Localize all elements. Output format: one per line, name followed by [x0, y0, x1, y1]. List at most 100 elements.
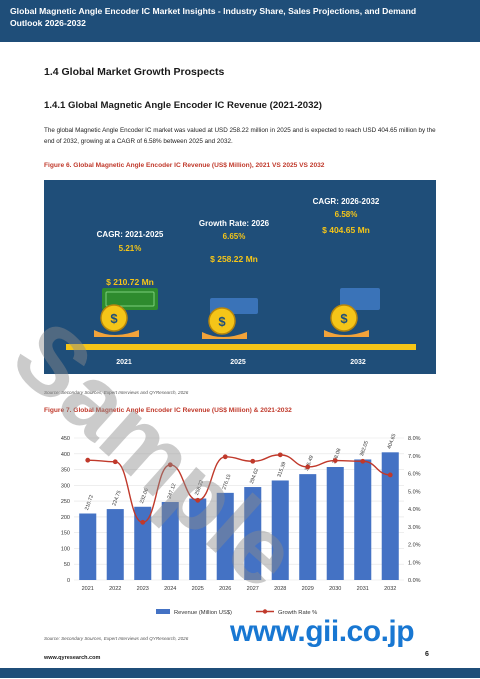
y2-tick-label: 7.0% [408, 454, 421, 460]
x-tick-label: 2028 [274, 586, 286, 592]
y-tick-label: 150 [61, 531, 70, 537]
y-tick-label: 50 [64, 562, 70, 568]
revenue-bar [79, 513, 97, 580]
figure6-source: Source: Secondary Sources, Expert Interv… [44, 390, 189, 395]
legend-revenue-label: Revenue (Million US$) [174, 610, 232, 616]
figure7-source: Source: Secondary Sources, Expert Interv… [44, 636, 189, 641]
bar-data-label: 258.22 [194, 479, 205, 496]
bar-data-label: 335.49 [304, 455, 315, 472]
y-tick-label: 300 [61, 483, 70, 489]
growth-value: 6.65% [223, 232, 246, 241]
value-2025: $ 258.22 Mn [210, 254, 258, 264]
x-tick-label: 2031 [357, 586, 369, 592]
bar-data-label: 210.72 [84, 494, 95, 511]
bar-data-label: 404.65 [386, 433, 397, 450]
y2-tick-label: 0.0% [408, 578, 421, 584]
cagr1-value: 5.21% [119, 244, 142, 253]
page-number: 6 [425, 651, 429, 658]
legend-revenue-swatch [156, 609, 170, 614]
revenue-bar [189, 498, 207, 580]
dollar-2021-icon: $ [110, 311, 118, 326]
cagr2-label: CAGR: 2026-2032 [313, 197, 380, 206]
report-header: Global Magnetic Angle Encoder IC Market … [0, 0, 480, 42]
revenue-bar [134, 506, 152, 580]
bar-data-label: 224.75 [111, 490, 122, 507]
section-heading: 1.4 Global Market Growth Prospects [44, 66, 225, 78]
x-tick-label: 2029 [302, 586, 314, 592]
growth-rate-point [140, 519, 146, 525]
revenue-bar [106, 509, 124, 580]
x-tick-label: 2026 [219, 586, 231, 592]
x-tick-label: 2021 [82, 586, 94, 592]
y2-tick-label: 5.0% [408, 489, 421, 495]
report-title: Global Magnetic Angle Encoder IC Market … [10, 6, 417, 28]
y-tick-label: 250 [61, 499, 70, 505]
legend-growth-label: Growth Rate % [278, 610, 317, 616]
money-2025-icon [202, 298, 258, 339]
growth-rate-point [387, 472, 393, 478]
x-tick-label: 2023 [137, 586, 149, 592]
footer-bar [0, 668, 480, 678]
y-tick-label: 100 [61, 546, 70, 552]
footer-url: www.qyresearch.com [44, 655, 101, 661]
y-tick-label: 200 [61, 515, 70, 521]
bar-data-label: 232.06 [139, 487, 150, 504]
x-tick-label: 2022 [109, 586, 121, 592]
cagr2-value: 6.58% [335, 210, 358, 219]
y-tick-label: 0 [67, 578, 70, 584]
bar-data-label: 247.12 [166, 483, 177, 500]
x-tick-label: 2024 [164, 586, 176, 592]
revenue-bar [216, 492, 234, 580]
figure7-caption: Figure 7. Global Magnetic Angle Encoder … [44, 407, 292, 414]
growth-label: Growth Rate: 2026 [199, 219, 270, 228]
revenue-chart-svg: 0 50 100 150 200 250 300 350 400 450 0.0% 1.0% 2.0% 3… [61, 433, 421, 616]
revenue-bar [326, 467, 344, 580]
revenue-bar [381, 452, 399, 580]
legend-growth-marker [262, 609, 268, 614]
growth-rate-point [167, 462, 173, 468]
y2-tick-label: 8.0% [408, 436, 421, 442]
y-tick-label: 350 [61, 468, 70, 474]
y2-tick-label: 1.0% [408, 560, 421, 566]
x-tick-label: 2027 [247, 586, 259, 592]
growth-rate-point [305, 464, 311, 470]
y2-tick-label: 2.0% [408, 543, 421, 549]
bar-data-label: 315.39 [276, 461, 287, 478]
dollar-2025-icon: $ [218, 314, 226, 329]
dollar-2032-icon: $ [340, 311, 348, 326]
growth-rate-point [360, 458, 366, 464]
revenue-infographic: $ $ $ CAGR: 2021-2025 5.21% $ 210.72 Mn … [44, 180, 436, 374]
infographic-svg: $ $ $ CAGR: 2021-2025 5.21% $ 210.72 Mn … [66, 197, 416, 366]
bar-data-label: 382.05 [359, 440, 370, 457]
y2-tick-label: 6.0% [408, 472, 421, 478]
value-2032: $ 404.65 Mn [322, 225, 370, 235]
year-2021-label: 2021 [116, 359, 132, 366]
y-tick-label: 400 [61, 452, 70, 458]
growth-rate-point [112, 459, 118, 465]
growth-rate-point [332, 458, 338, 463]
year-2032-label: 2032 [350, 359, 366, 366]
money-2021-icon [94, 288, 158, 337]
bar-data-label: 276.15 [221, 473, 232, 490]
body-paragraph: The global Magnetic Angle Encoder IC mar… [44, 127, 436, 145]
y-tick-label: 450 [61, 436, 70, 442]
growth-rate-point [250, 458, 256, 464]
growth-rate-point [85, 457, 91, 463]
infographic-base-bar [66, 344, 416, 350]
x-tick-label: 2025 [192, 586, 204, 592]
revenue-bar [299, 474, 317, 580]
y2-tick-label: 4.0% [408, 507, 421, 513]
growth-rate-line [87, 454, 391, 524]
growth-rate-point [222, 454, 228, 460]
y2-tick-label: 3.0% [408, 525, 421, 531]
bar-data-label: 358.08 [331, 448, 342, 465]
value-2021: $ 210.72 Mn [106, 277, 154, 287]
subsection-heading: 1.4.1 Global Magnetic Angle Encoder IC R… [44, 100, 322, 111]
x-tick-label: 2030 [329, 586, 341, 592]
figure6-caption: Figure 6. Global Magnetic Angle Encoder … [44, 162, 325, 169]
revenue-bar [354, 459, 372, 580]
cagr1-label: CAGR: 2021-2025 [97, 230, 164, 239]
revenue-chart: 0 50 100 150 200 250 300 350 400 450 0.0% 1.0% 2.0% 3… [44, 430, 436, 625]
x-tick-label: 2032 [384, 586, 396, 592]
money-2032-icon [324, 288, 380, 337]
